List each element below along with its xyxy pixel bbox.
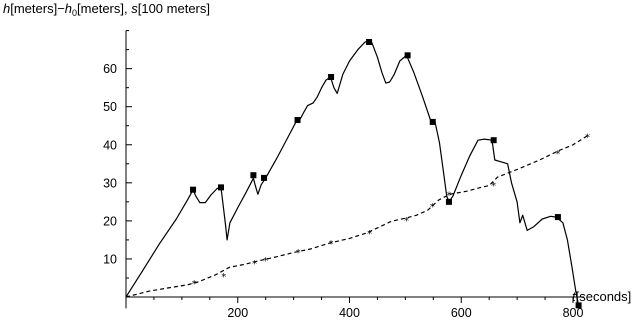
star-marker: *: [221, 272, 226, 283]
y-title-meters-2: [meters],: [77, 1, 131, 16]
y-tick-label: 40: [103, 138, 117, 152]
x-axis-title: t[seconds]: [572, 289, 631, 304]
star-marker: *: [263, 256, 268, 267]
solid-series-line: [125, 40, 580, 306]
star-marker: *: [404, 216, 409, 227]
y-axis-title: h[meters]−h0[meters], s[100 meters]: [3, 1, 210, 18]
square-marker: [261, 174, 268, 181]
square-marker: [575, 302, 582, 309]
x-tick-label: 200: [227, 306, 248, 320]
star-marker: *: [430, 202, 435, 213]
y-title-meters-1: [meters]: [10, 1, 57, 16]
x-axis-ticks: 200 400 600 800: [153, 297, 584, 320]
y-axis-ticks: 10 20 30 40 50 60: [103, 30, 132, 279]
y-tick-label: 50: [103, 100, 117, 114]
star-marker: *: [329, 239, 334, 250]
dashed-series-line: [125, 135, 588, 298]
y-title-s-unit: [100 meters]: [138, 1, 210, 16]
square-marker: [429, 118, 436, 125]
star-marker: *: [296, 248, 301, 259]
star-marker: *: [192, 279, 197, 290]
square-marker: [190, 186, 197, 193]
x-tick-label: 600: [451, 306, 472, 320]
square-marker: [328, 74, 335, 81]
axes: [125, 30, 585, 309]
y-tick-label: 30: [103, 176, 117, 190]
plot-series: * * * * * * * * * * * * *: [125, 39, 590, 309]
star-marker: *: [491, 181, 496, 192]
y-title-h0: h: [65, 1, 72, 16]
x-title-t: t: [572, 289, 577, 304]
star-marker: *: [446, 191, 451, 202]
y-title-s: s: [131, 1, 138, 16]
dashed-series: * * * * * * * * * * * * *: [125, 133, 590, 298]
y-tick-label: 20: [103, 214, 117, 228]
y-tick-label: 10: [103, 252, 117, 266]
square-marker: [490, 137, 497, 144]
star-marker: *: [555, 149, 560, 160]
x-tick-label: 400: [339, 306, 360, 320]
solid-series: [125, 39, 582, 309]
square-marker: [404, 52, 411, 59]
square-marker: [554, 214, 561, 221]
y-title-h: h: [3, 1, 10, 16]
y-tick-label: 60: [103, 62, 117, 76]
star-marker: *: [252, 259, 257, 270]
star-marker: *: [367, 229, 372, 240]
square-marker: [445, 198, 452, 205]
y-title-minus: −: [57, 1, 65, 16]
star-marker: *: [585, 133, 590, 144]
x-tick-label: 800: [563, 306, 584, 320]
x-title-unit: [seconds]: [576, 289, 632, 304]
square-marker: [294, 117, 301, 124]
y-title-h0-subscript: 0: [72, 8, 77, 18]
square-marker: [366, 39, 373, 45]
square-marker: [217, 184, 224, 191]
square-marker: [250, 172, 257, 179]
